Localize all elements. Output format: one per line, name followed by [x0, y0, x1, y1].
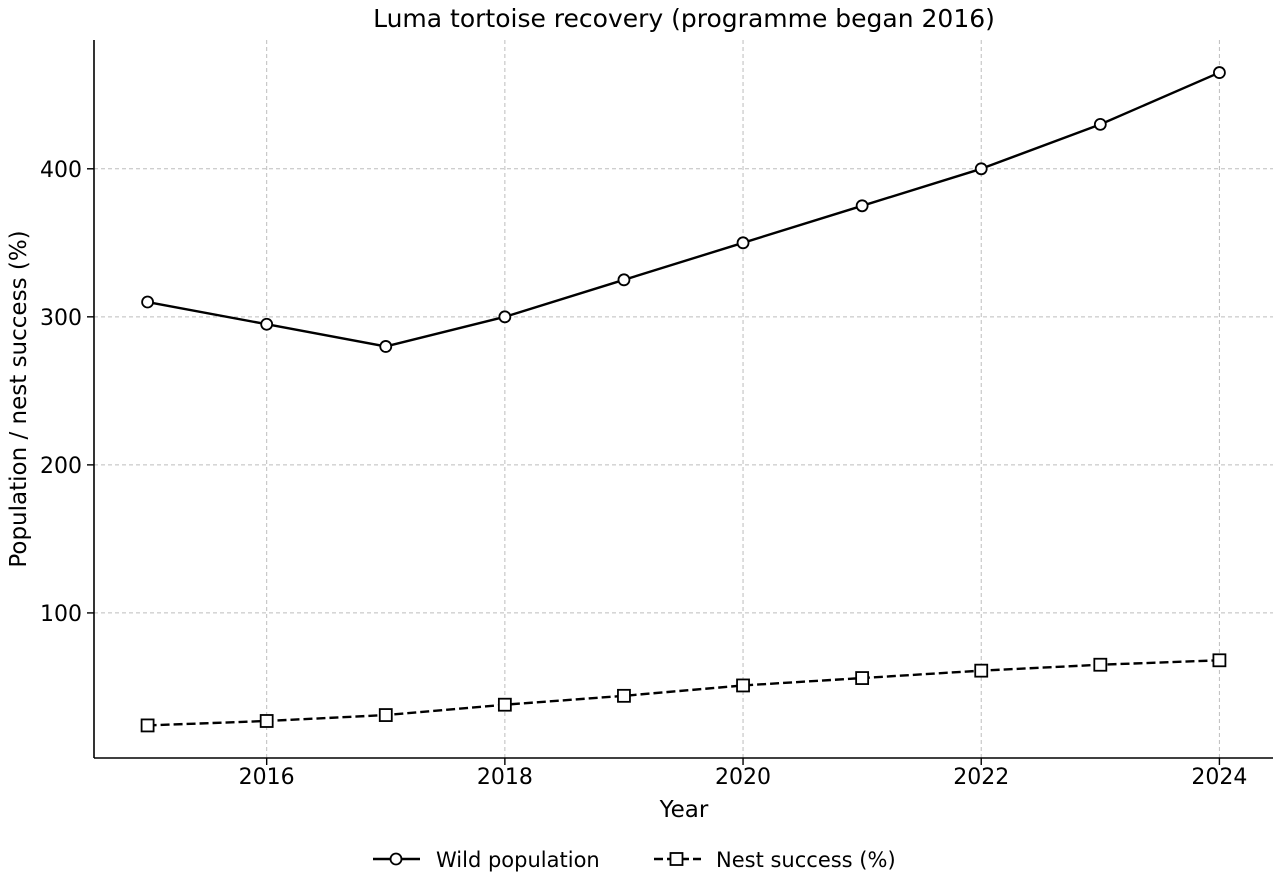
x-axis-label: Year: [659, 797, 709, 823]
data-point-wild-population: [379, 340, 393, 353]
ticks: 2016 2018 2020 2022 2024 100 200 300 400: [40, 158, 1247, 790]
x-tick-label: 2020: [715, 765, 771, 790]
data-point-nest-success: [140, 718, 155, 733]
data-point-wild-population: [260, 317, 274, 331]
data-point-wild-population: [736, 236, 750, 250]
legend-label-wild-population: Wild population: [436, 848, 600, 872]
legend-label-nest-success: Nest success (%): [716, 848, 896, 872]
series-wild-population: [141, 66, 1226, 353]
data-point-wild-population: [855, 199, 869, 213]
x-tick-label: 2018: [477, 765, 533, 790]
y-axis-label: Population / nest success (%): [6, 230, 32, 567]
legend-marker-wild-population: [389, 852, 403, 866]
data-point-wild-population: [498, 310, 512, 324]
series-line-wild-population: [147, 71, 1220, 348]
y-tick-label: 400: [40, 158, 82, 183]
legend: Wild population Nest success (%): [373, 848, 896, 872]
data-point-wild-population: [1093, 117, 1107, 131]
data-point-nest-success: [974, 663, 989, 678]
axes: [93, 40, 1273, 759]
data-point-nest-success: [378, 708, 393, 722]
legend-item-nest-success: Nest success (%): [654, 848, 896, 872]
data-point-nest-success: [1093, 657, 1108, 672]
y-tick-label: 200: [40, 454, 82, 479]
data-point-nest-success: [1212, 653, 1227, 668]
legend-marker-nest-success: [669, 852, 684, 866]
series-line-nest-success: [147, 659, 1220, 727]
data-point-wild-population: [974, 162, 988, 176]
data-point-wild-population: [617, 273, 631, 287]
data-point-nest-success: [497, 697, 512, 712]
x-tick-label: 2022: [953, 765, 1009, 790]
y-tick-label: 100: [40, 602, 82, 627]
y-tick-label: 300: [40, 306, 82, 331]
data-point-nest-success: [259, 714, 274, 728]
series-layer: [140, 66, 1227, 733]
data-point-nest-success: [736, 678, 750, 693]
chart-title: Luma tortoise recovery (programme began …: [373, 4, 995, 33]
x-tick-label: 2024: [1191, 765, 1247, 790]
data-point-wild-population: [1213, 66, 1226, 79]
data-point-wild-population: [141, 295, 154, 309]
series-nest-success: [140, 653, 1227, 733]
legend-item-wild-population: Wild population: [373, 848, 600, 872]
data-point-nest-success: [855, 671, 870, 685]
gridlines: [94, 40, 1273, 758]
x-tick-label: 2016: [239, 765, 295, 790]
data-point-nest-success: [617, 688, 631, 703]
